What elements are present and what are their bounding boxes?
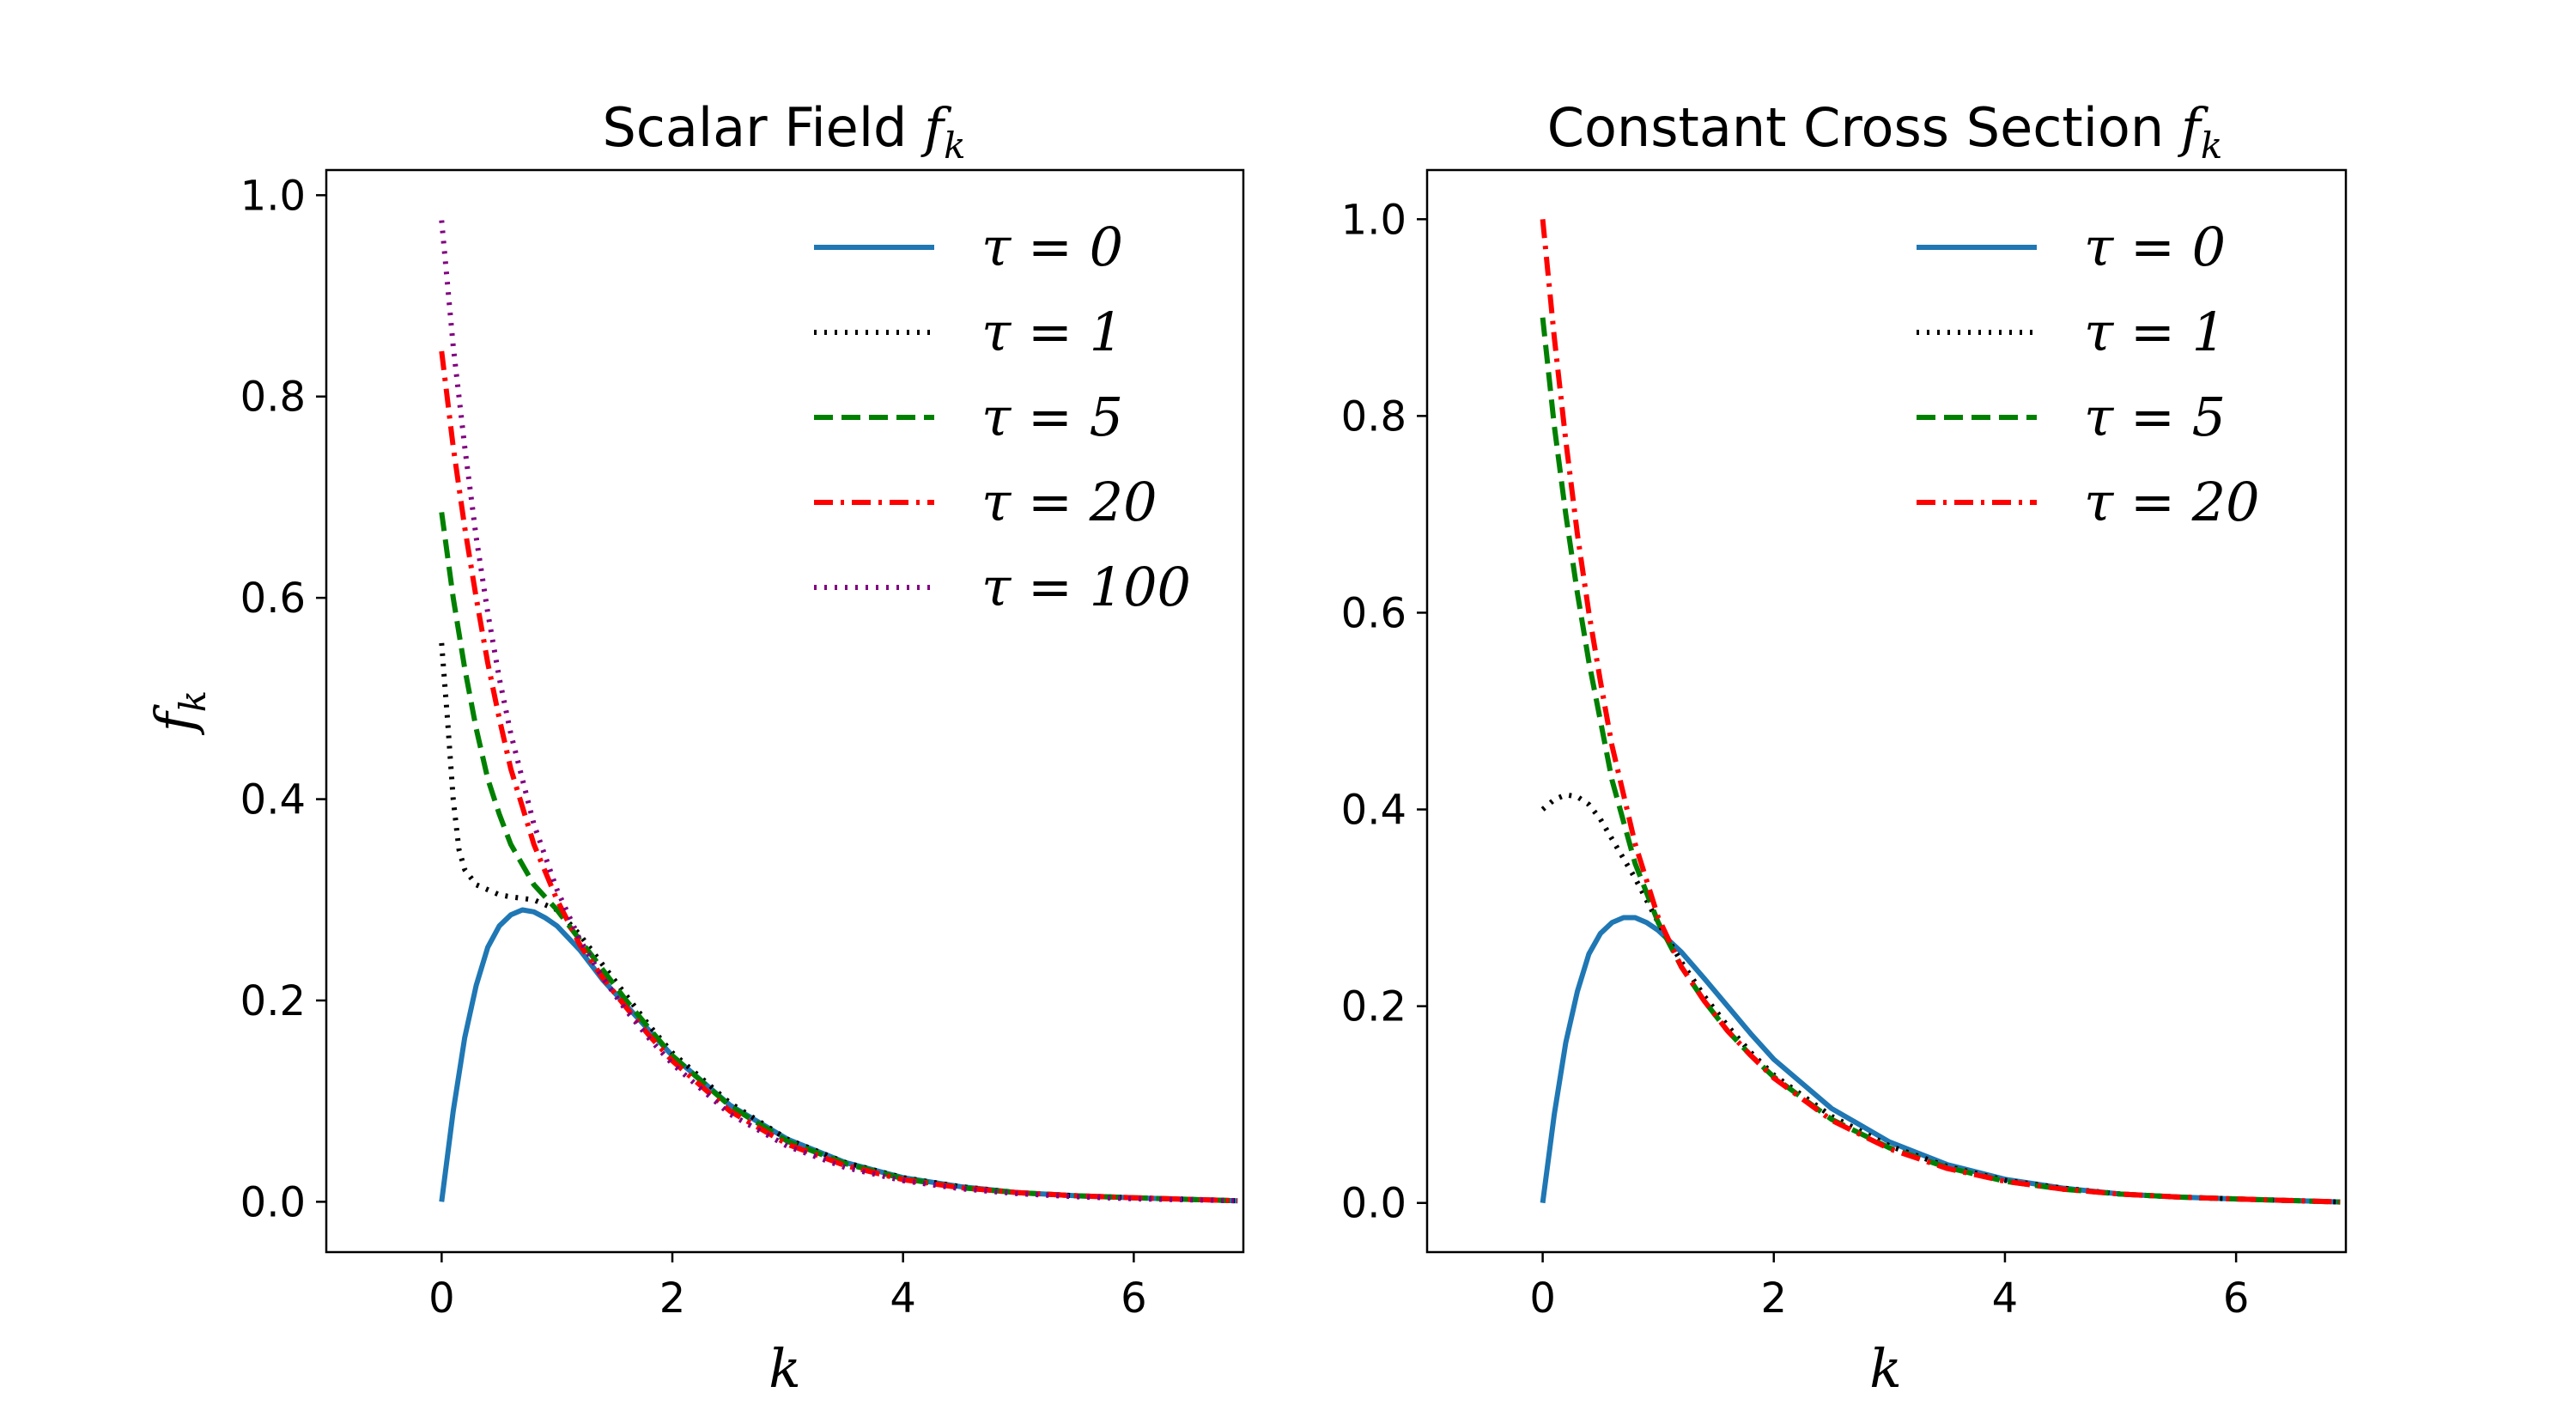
y-tick-label: 0.4 bbox=[1341, 787, 1406, 835]
y-tick-label: 0.2 bbox=[240, 977, 306, 1025]
series-line bbox=[1540, 219, 2341, 1205]
y-tick-label: 1.0 bbox=[1341, 196, 1406, 244]
y-tick-label: 0.8 bbox=[1341, 392, 1406, 441]
x-axis-label: k bbox=[1869, 1337, 1902, 1400]
series-line bbox=[439, 350, 1238, 1204]
legend: τ = 0 τ = 1 τ = 5 τ = 20 bbox=[1917, 216, 2260, 533]
legend-label: τ = 1 bbox=[981, 301, 1123, 363]
series-line bbox=[439, 642, 1238, 1204]
axes-frame bbox=[325, 168, 1245, 1254]
legend-label: τ = 0 bbox=[981, 216, 1123, 278]
legend-label: τ = 0 bbox=[2084, 216, 2226, 278]
legend-label: τ = 1 bbox=[2084, 301, 2226, 363]
x-tick-label: 4 bbox=[1992, 1274, 2019, 1323]
chart-panel-constant-cross-section: Constant Cross Section fk 0 2 4 6 0.0 0.2 0.4 0… bbox=[1341, 96, 2348, 1400]
legend: τ = 0 τ = 1 τ = 5 τ = 20 τ = 100 bbox=[814, 216, 1191, 618]
x-tick-label: 2 bbox=[659, 1274, 686, 1323]
x-tick-label: 0 bbox=[1529, 1274, 1556, 1323]
x-tick-label: 2 bbox=[1761, 1274, 1788, 1323]
y-tick-label: 0.6 bbox=[240, 575, 306, 623]
x-axis-label: k bbox=[769, 1337, 801, 1400]
legend-label: τ = 5 bbox=[2084, 386, 2226, 448]
x-tick-label: 6 bbox=[1121, 1274, 1147, 1323]
legend-label: τ = 20 bbox=[2084, 471, 2260, 533]
y-tick-label: 0.2 bbox=[1341, 983, 1406, 1031]
chart-title: Constant Cross Section fk bbox=[1547, 96, 2223, 167]
x-tick-label: 6 bbox=[2223, 1274, 2250, 1323]
chart-title: Scalar Field fk bbox=[602, 96, 965, 167]
y-tick-label: 1.0 bbox=[240, 172, 306, 220]
y-tick-label: 0.6 bbox=[1341, 589, 1406, 637]
legend-label: τ = 100 bbox=[981, 556, 1191, 618]
y-tick-label: 0.0 bbox=[1341, 1180, 1406, 1228]
axes-frame bbox=[1425, 168, 2348, 1254]
x-tick-label: 4 bbox=[890, 1274, 916, 1323]
legend-label: τ = 20 bbox=[981, 471, 1157, 533]
x-tick-label: 0 bbox=[428, 1274, 455, 1323]
y-tick-label: 0.0 bbox=[240, 1178, 306, 1226]
y-tick-label: 0.8 bbox=[240, 374, 306, 422]
legend-label: τ = 5 bbox=[981, 386, 1123, 448]
y-tick-label: 0.4 bbox=[240, 776, 306, 824]
